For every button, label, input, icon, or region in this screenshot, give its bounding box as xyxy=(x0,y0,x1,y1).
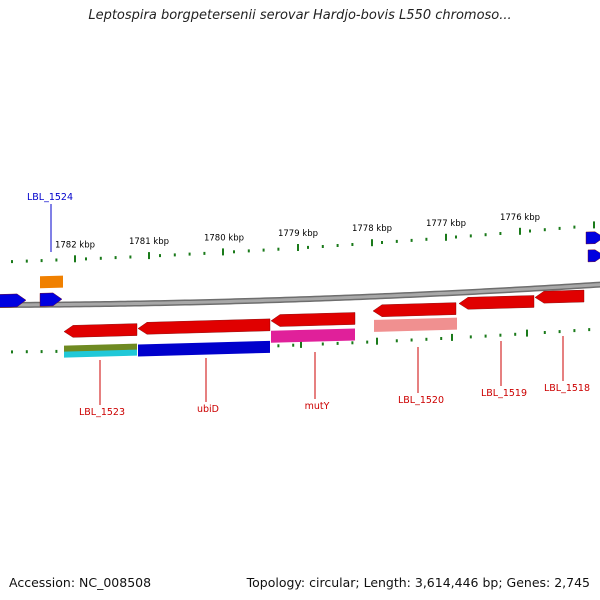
scale-label: 1782 kbp xyxy=(55,240,95,250)
gene-label: LBL_1519 xyxy=(481,388,527,399)
annotation-orange xyxy=(40,275,63,289)
scale-label: 1777 kbp xyxy=(426,219,466,229)
gene-arrow-forward-right-2 xyxy=(587,249,600,263)
scale-label: 1779 kbp xyxy=(278,229,318,239)
gene-arrow-forward-right xyxy=(585,231,600,245)
scale-label: 1776 kbp xyxy=(500,213,540,223)
gene-label: LBL_1523 xyxy=(79,407,125,418)
gene-label: mutY xyxy=(305,401,330,412)
scale-label: 1780 kbp xyxy=(204,233,244,243)
gene-arrow-lbl-1518 xyxy=(534,289,585,304)
gene-label: LBL_1520 xyxy=(398,395,444,406)
scale-label: 1778 kbp xyxy=(352,224,392,234)
gene-arrow-lbl-1523 xyxy=(63,323,138,338)
gene-arrow-muty xyxy=(270,312,356,327)
topology-text: Topology: circular; Length: 3,614,446 bp… xyxy=(246,575,590,590)
gene-arrow-forward xyxy=(0,293,27,308)
gene-arrow-lbl-1519 xyxy=(458,295,535,310)
gene-label: ubiD xyxy=(197,404,219,415)
map-title: Leptospira borgpetersenii serovar Hardjo… xyxy=(88,8,512,23)
gene-arrow-lbl-1524 xyxy=(39,292,63,307)
annotation-pink xyxy=(374,317,457,332)
annotation-magenta xyxy=(271,328,355,343)
scale-label: 1781 kbp xyxy=(129,237,169,247)
gene-label: LBL_1524 xyxy=(27,192,73,203)
annotation-blue xyxy=(138,340,270,357)
gene-label: LBL_1518 xyxy=(544,383,590,394)
backbone xyxy=(0,283,600,307)
annotation-cyan xyxy=(64,349,137,358)
gene-arrow-ubid xyxy=(137,318,271,335)
accession-text: Accession: NC_008508 xyxy=(9,575,152,590)
gene-arrow-lbl-1520 xyxy=(372,302,457,317)
